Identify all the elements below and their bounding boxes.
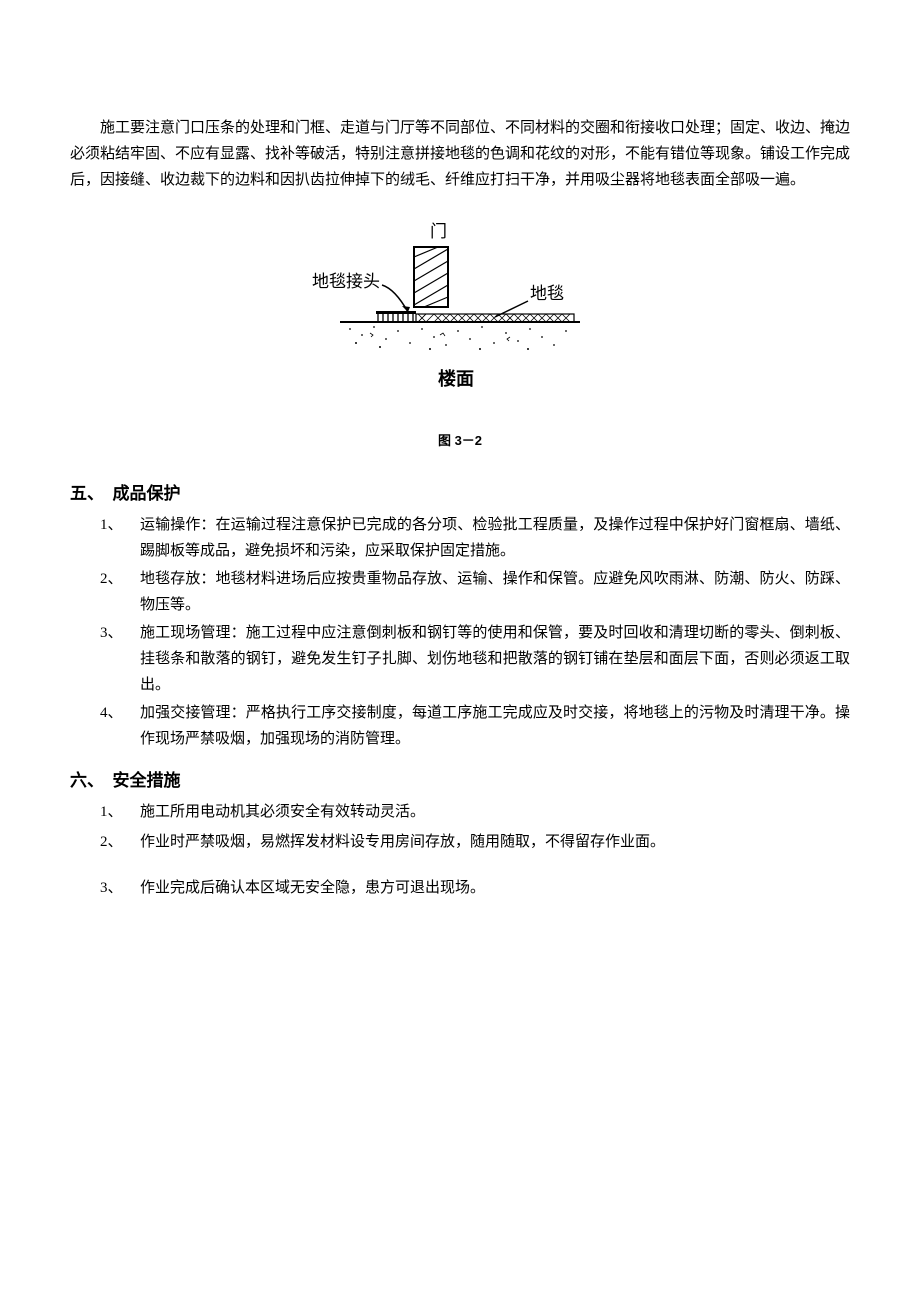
list-item: 2、 作业时严禁吸烟，易燃挥发材料设专用房间存放，随用随取，不得留存作业面。 xyxy=(100,829,850,855)
item-text: 运输操作：在运输过程注意保护已完成的各分项、检验批工程质量，及操作过程中保护好门… xyxy=(140,517,850,559)
list-item: 3、 施工现场管理：施工过程中应注意倒刺板和钢钉等的使用和保管，要及时回收和清理… xyxy=(100,620,850,698)
item-text: 作业时严禁吸烟，易燃挥发材料设专用房间存放，随用随取，不得留存作业面。 xyxy=(140,834,665,850)
item-number: 2、 xyxy=(100,829,123,855)
list-item: 2、 地毯存放：地毯材料进场后应按贵重物品存放、运输、操作和保管。应避免风吹雨淋… xyxy=(100,566,850,618)
list-item: 1、 施工所用电动机其必须安全有效转动灵活。 xyxy=(100,799,850,825)
section-5-heading: 五、 成品保护 xyxy=(70,479,850,504)
carpet-label: 地毯 xyxy=(530,284,564,303)
item-number: 4、 xyxy=(100,700,123,726)
item-number: 3、 xyxy=(100,875,123,901)
list-item: 4、 加强交接管理：严格执行工序交接制度，每道工序施工完成应及时交接，将地毯上的… xyxy=(100,700,850,752)
item-text: 施工现场管理：施工过程中应注意倒刺板和钢钉等的使用和保管，要及时回收和清理切断的… xyxy=(140,625,850,693)
item-text: 地毯存放：地毯材料进场后应按贵重物品存放、运输、操作和保管。应避免风吹雨淋、防潮… xyxy=(140,571,850,613)
item-number: 1、 xyxy=(100,799,123,825)
intro-paragraph: 施工要注意门口压条的处理和门框、走道与门厅等不同部位、不同材料的交圈和衔接收口处… xyxy=(70,115,850,193)
joint-label: 地毯接头 xyxy=(312,272,380,291)
section-6-list: 1、 施工所用电动机其必须安全有效转动灵活。 2、 作业时严禁吸烟，易燃挥发材料… xyxy=(70,799,850,901)
item-text: 作业完成后确认本区域无安全隐，患方可退出现场。 xyxy=(140,880,485,896)
item-number: 1、 xyxy=(100,512,123,538)
item-text: 加强交接管理：严格执行工序交接制度，每道工序施工完成应及时交接，将地毯上的污物及… xyxy=(140,705,850,747)
list-item: 3、 作业完成后确认本区域无安全隐，患方可退出现场。 xyxy=(100,875,850,901)
floor-label: 楼面 xyxy=(438,368,474,389)
figure-caption: 图 3－2 xyxy=(70,430,850,449)
figure-3-2: 门 地毯接头 地毯 xyxy=(70,217,850,449)
item-text: 施工所用电动机其必须安全有效转动灵活。 xyxy=(140,804,425,820)
figure-diagram: 门 地毯接头 地毯 xyxy=(280,217,640,422)
list-item: 1、 运输操作：在运输过程注意保护已完成的各分项、检验批工程质量，及操作过程中保… xyxy=(100,512,850,564)
door-label: 门 xyxy=(430,222,447,241)
item-number: 2、 xyxy=(100,566,123,592)
item-number: 3、 xyxy=(100,620,123,646)
section-6-heading: 六、 安全措施 xyxy=(70,766,850,791)
section-5-list: 1、 运输操作：在运输过程注意保护已完成的各分项、检验批工程质量，及操作过程中保… xyxy=(70,512,850,752)
